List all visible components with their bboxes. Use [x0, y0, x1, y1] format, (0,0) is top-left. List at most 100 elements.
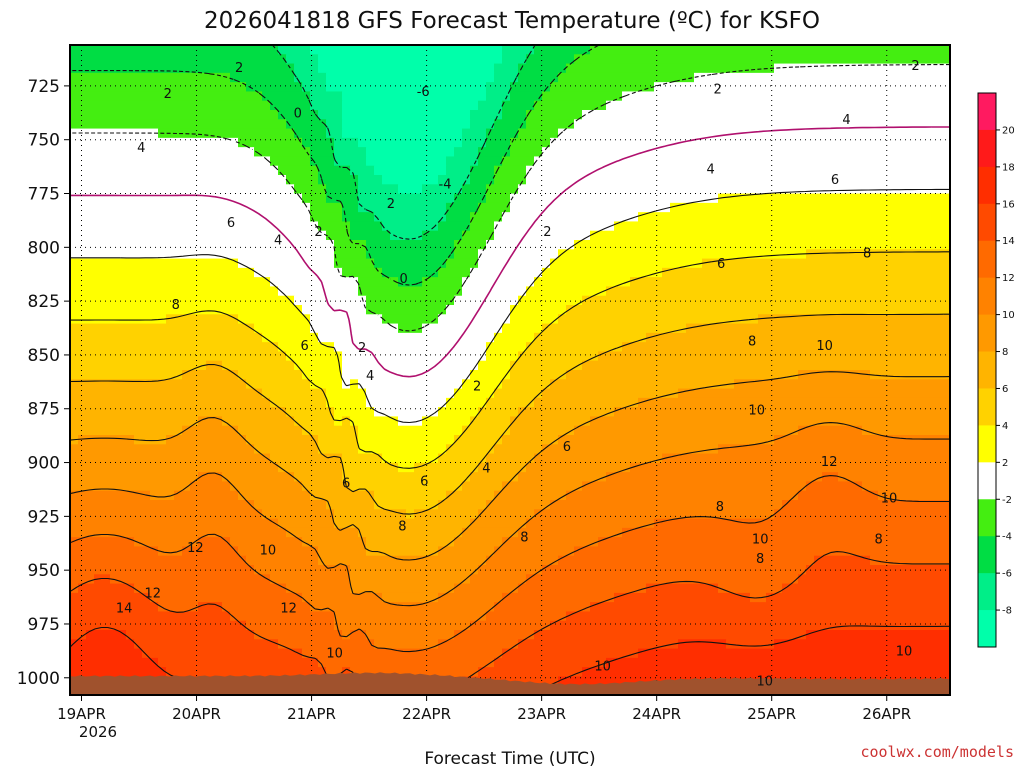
field-cell — [606, 100, 950, 111]
colorbar-tick-label: -6 — [1002, 569, 1012, 580]
colorbar-tick-label: -2 — [1002, 495, 1012, 506]
field-cell — [358, 444, 447, 455]
contour-label: 10 — [757, 675, 774, 690]
field-cell — [422, 277, 463, 288]
field-cell — [254, 500, 327, 510]
contour-label: 2 — [314, 225, 322, 240]
field-cell — [342, 379, 351, 390]
field-cell — [438, 639, 519, 650]
field-cell — [446, 156, 479, 167]
field-cell — [278, 342, 335, 353]
field-cell — [230, 611, 335, 622]
field-cell — [70, 100, 271, 111]
field-cell — [94, 574, 111, 585]
field-cell — [470, 221, 495, 232]
field-cell — [502, 212, 639, 223]
field-cell — [70, 175, 287, 185]
contour-label: 6 — [301, 339, 309, 354]
colorbar-tick-label: -8 — [1002, 606, 1012, 617]
field-cell — [470, 416, 511, 427]
field-cell — [574, 240, 950, 250]
field-cell — [278, 462, 343, 473]
field-cell — [454, 240, 487, 250]
field-cell — [70, 546, 159, 557]
surface-terrain — [70, 672, 950, 695]
field-cell — [542, 147, 950, 158]
field-cell — [470, 212, 503, 223]
field-cell — [734, 379, 950, 390]
field-cell — [606, 286, 950, 297]
field-cell — [558, 72, 695, 83]
colorbar-tick-label: 20 — [1002, 125, 1015, 136]
field-cell — [150, 490, 175, 501]
field-cell — [318, 332, 495, 343]
field-cell — [326, 72, 495, 83]
field-cell — [486, 137, 511, 148]
field-cell — [382, 314, 439, 325]
contour-label: 12 — [187, 541, 204, 556]
field-cell — [606, 472, 823, 483]
field-cell — [374, 212, 447, 223]
contour-label: 6 — [227, 216, 235, 231]
field-cell — [78, 583, 135, 594]
field-cell — [374, 500, 439, 510]
field-cell — [334, 258, 375, 269]
colorbar-swatch — [978, 462, 996, 500]
field-cell — [470, 370, 511, 380]
field-cell — [342, 91, 487, 102]
field-cell — [486, 193, 511, 204]
field-cell — [542, 267, 663, 278]
x-axis-title: Forecast Time (UTC) — [424, 749, 595, 768]
field-cell — [70, 277, 271, 288]
field-cell — [534, 100, 607, 111]
field-cell — [438, 546, 495, 557]
field-cell — [494, 175, 527, 185]
colorbar: 20 18 16 14 12 10 8 6 4 2 -2 -4 -6 -8 — [977, 92, 1015, 648]
field-cell — [438, 500, 487, 510]
field-cell — [502, 592, 615, 603]
field-cell — [470, 518, 527, 529]
field-cell — [358, 379, 463, 390]
contour-label: 10 — [896, 645, 913, 660]
contour-line — [70, 475, 950, 653]
contour-label: 12 — [145, 586, 162, 601]
field-cell — [462, 379, 503, 390]
contour-label: 6 — [831, 173, 839, 188]
x-tick-label: 22APR — [402, 705, 451, 723]
field-cell — [70, 351, 287, 362]
field-cell — [398, 277, 423, 288]
field-cell — [622, 91, 950, 102]
field-cell — [526, 119, 575, 130]
colorbar-swatch — [978, 610, 996, 648]
field-cell — [782, 500, 950, 510]
field-cell — [382, 267, 439, 278]
y-tick-label: 775 — [28, 185, 60, 205]
field-cell — [334, 240, 367, 250]
field-cell — [414, 462, 479, 473]
field-cell — [278, 45, 311, 55]
field-cell — [286, 119, 327, 130]
field-cell — [270, 574, 351, 585]
field-cell — [678, 388, 950, 399]
field-cell — [518, 407, 615, 418]
field-cell — [326, 500, 375, 510]
field-cell — [414, 509, 479, 520]
field-cell — [350, 481, 463, 492]
field-cell — [494, 546, 575, 557]
field-cell — [70, 667, 167, 678]
field-cell — [670, 202, 950, 213]
field-cell — [526, 175, 950, 185]
field-cell — [494, 165, 527, 176]
field-cell — [662, 453, 950, 464]
field-cell — [374, 258, 447, 269]
contour-label: 10 — [594, 660, 611, 675]
contour-line — [70, 551, 950, 695]
field-cell — [582, 110, 950, 120]
field-cell — [134, 435, 167, 445]
field-cell — [222, 416, 295, 427]
field-cell — [398, 323, 423, 334]
field-cell — [446, 202, 479, 213]
field-cell — [78, 435, 135, 445]
field-cell — [270, 100, 311, 111]
field-cell — [534, 509, 775, 520]
